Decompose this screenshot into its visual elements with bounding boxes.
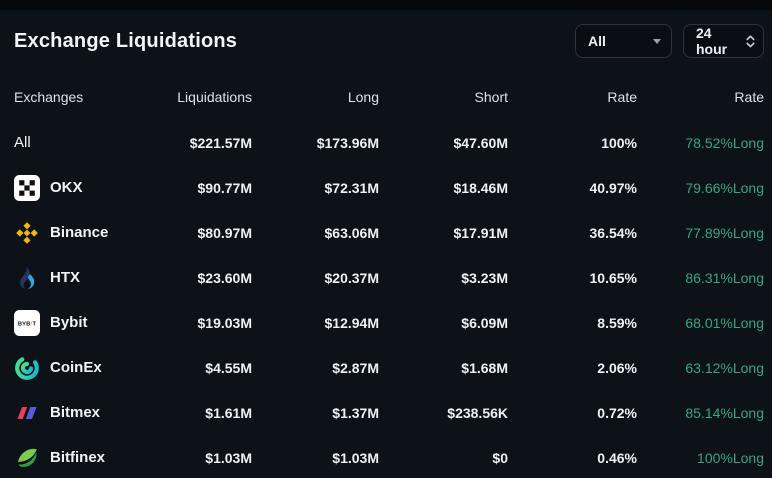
rate-value: 10.65% [589,269,637,286]
table-row-bitfinex[interactable]: Bitfinex $1.03M $1.03M $0 0.46% 100%Long [14,435,764,478]
short-value: $18.46M [453,179,508,196]
exchange-name: Bitmex [50,404,101,421]
col-header-exchanges: Exchanges [14,89,84,105]
short-value: $3.23M [461,269,508,286]
long-value: $1.03M [332,449,379,466]
rate-value: 0.46% [597,449,637,466]
short-value: $6.09M [461,314,508,331]
liquidations-value: $4.55M [205,359,252,376]
exchange-name: OKX [50,179,83,196]
long-value: $2.87M [332,359,379,376]
col-header-liquidations: Liquidations [177,89,252,105]
liquidations-table: Exchanges Liquidations Long Short Rate R… [0,74,772,478]
liquidations-value: $221.57M [189,134,252,151]
okx-logo-icon [14,174,40,201]
long-rate-value: 78.52%Long [685,134,764,151]
chevron-down-icon [653,38,661,44]
short-value: $238.56K [447,404,508,421]
long-rate-value: 68.01%Long [685,314,764,331]
bitfinex-logo-icon [18,448,37,467]
short-value: $17.91M [453,224,508,241]
long-rate-value: 79.66%Long [685,179,764,196]
rate-value: 40.97% [589,179,637,196]
long-value: $12.94M [324,314,379,331]
long-value: $20.37M [324,269,379,286]
table-row-bybit[interactable]: BYB!T Bybit $19.03M $12.94M $6.09M 8.59%… [14,300,764,345]
table-row-binance[interactable]: Binance $80.97M $63.06M $17.91M 36.54% 7… [14,210,764,255]
page-title: Exchange Liquidations [14,29,238,52]
period-filter-dropdown[interactable]: 24 hour [683,24,764,58]
table-row-all[interactable]: All $221.57M $173.96M $47.60M 100% 78.52… [14,120,764,165]
liquidations-value: $90.77M [197,179,252,196]
long-value: $63.06M [324,224,379,241]
liquidations-value: $80.97M [197,224,252,241]
period-filter-value: 24 hour [696,25,728,57]
coinex-logo-icon [15,355,39,380]
long-value: $1.37M [332,404,379,421]
rate-value: 2.06% [597,359,637,376]
exchange-name: All [14,134,31,151]
exchange-name: CoinEx [50,359,102,376]
binance-logo-icon [16,221,38,244]
rate-value: 0.72% [597,404,637,421]
rate-value: 100% [601,134,637,151]
long-rate-value: 63.12%Long [685,359,764,376]
exchange-name: Binance [50,224,109,241]
table-row-okx[interactable]: OKX $90.77M $72.31M $18.46M 40.97% 79.66… [14,165,764,210]
htx-logo-icon [19,266,35,289]
short-value: $0 [492,449,508,466]
updown-spinner-icon [746,34,755,47]
long-rate-value: 100%Long [697,449,764,466]
long-value: $173.96M [316,134,379,151]
long-rate-value: 85.14%Long [685,404,764,421]
bitmex-logo-icon [17,406,37,419]
col-header-long: Long [347,89,379,105]
liquidations-value: $19.03M [197,314,252,331]
table-row-bitmex[interactable]: Bitmex $1.61M $1.37M $238.56K 0.72% 85.1… [14,390,764,435]
rate-value: 36.54% [589,224,637,241]
rate-value: 8.59% [597,314,637,331]
liquidations-value: $1.03M [205,449,252,466]
long-value: $72.31M [324,179,379,196]
table-row-htx[interactable]: HTX $23.60M $20.37M $3.23M 10.65% 86.31%… [14,255,764,300]
table-header-row: Exchanges Liquidations Long Short Rate R… [14,74,764,120]
col-header-long-rate: Rate [734,89,764,105]
table-row-coinex[interactable]: CoinEx $4.55M $2.87M $1.68M 2.06% 63.12%… [14,345,764,390]
long-rate-value: 86.31%Long [685,269,764,286]
liquidations-value: $23.60M [197,269,252,286]
svg-text:BYB!T: BYB!T [18,321,37,327]
widget-header: Exchange Liquidations All 24 hour [0,10,772,74]
liquidations-value: $1.61M [205,404,252,421]
exchange-name: HTX [50,269,80,286]
exchange-name: Bitfinex [50,449,106,466]
top-edge-strip [0,0,772,10]
col-header-rate: Rate [607,89,637,105]
exchange-filter-dropdown[interactable]: All [575,24,672,58]
col-header-short: Short [474,89,508,105]
short-value: $1.68M [461,359,508,376]
bybit-logo-icon: BYB!T [14,309,40,336]
short-value: $47.60M [453,134,508,151]
filter-controls: All 24 hour [575,24,764,58]
long-rate-value: 77.89%Long [685,224,764,241]
exchange-filter-value: All [588,33,606,49]
exchange-name: Bybit [50,314,88,331]
